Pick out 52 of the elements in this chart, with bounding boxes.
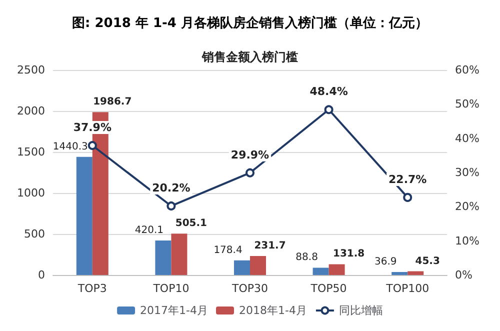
y2-tick-label: 60%	[455, 64, 480, 76]
y-tick-label: 0	[38, 268, 45, 282]
data-label: 45.3	[415, 256, 440, 267]
y-tick-label: 2500	[17, 64, 45, 76]
x-tick-label: TOP10	[152, 282, 190, 295]
data-label: 231.7	[254, 240, 286, 252]
data-label: 420.1	[134, 225, 164, 236]
chart-subtitle: 销售金额入榜门槛	[201, 50, 298, 64]
x-tick-label: TOP50	[310, 282, 347, 295]
y-tick-label: 2000	[17, 104, 45, 118]
y2-tick-label: 50%	[455, 98, 480, 111]
data-label: 178.4	[214, 244, 242, 256]
bar	[171, 234, 188, 275]
bar	[234, 260, 250, 275]
x-tick-label: TOP3	[76, 282, 107, 295]
point	[88, 141, 97, 150]
x-tick-label: TOP100	[385, 282, 430, 295]
bar	[155, 240, 172, 275]
data-label: 1440.3	[52, 141, 88, 152]
data-label: 131.8	[332, 248, 365, 260]
y-tick-label: 1000	[17, 186, 45, 200]
legend-label: 2017年1-4月	[140, 304, 208, 317]
x-tick-label: TOP30	[230, 282, 268, 295]
data-label: 88.8	[296, 252, 318, 264]
data-label: 22.7%	[388, 172, 427, 186]
legend-label: 2018年1-4月	[239, 304, 307, 317]
bar	[392, 272, 408, 275]
data-label: 37.9%	[73, 121, 112, 134]
bar	[312, 268, 329, 275]
bar	[328, 264, 345, 275]
data-label: 29.9%	[230, 148, 270, 162]
bar	[250, 256, 266, 275]
bar	[76, 156, 92, 275]
data-label: 36.9	[374, 256, 397, 268]
data-label: 20.2%	[152, 181, 190, 194]
y2-tick-label: 0%	[455, 268, 472, 282]
chart-title: 图: 2018 年 1-4 月各梯队房企销售入榜门槛（单位：亿元）	[72, 15, 428, 31]
point	[246, 168, 254, 178]
y2-tick-label: 40%	[455, 132, 480, 145]
bar	[408, 271, 424, 275]
point	[403, 192, 412, 202]
y2-tick-label: 20%	[455, 200, 480, 214]
legend-label: 同比增幅	[338, 304, 383, 317]
point	[324, 105, 334, 114]
y-tick-label: 500	[24, 228, 45, 240]
point	[166, 201, 176, 210]
data-label: 48.4%	[310, 85, 348, 98]
y-tick-label: 1500	[17, 146, 45, 158]
data-label: 1986.7	[93, 96, 132, 108]
y2-tick-label: 10%	[455, 234, 480, 248]
y2-tick-label: 30%	[455, 166, 480, 179]
data-label: 505.1	[175, 218, 208, 230]
